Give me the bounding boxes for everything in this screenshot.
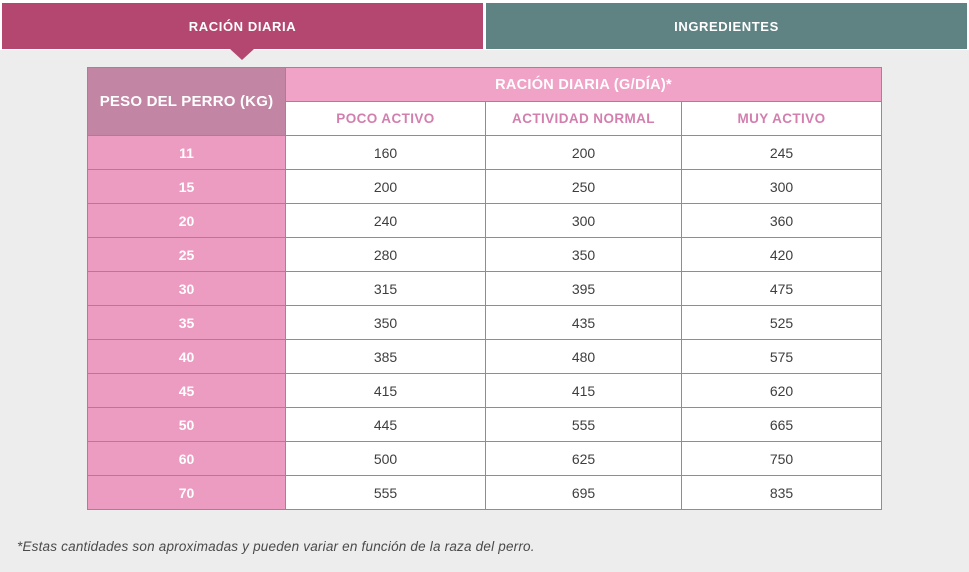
ration-value-cell: 555 xyxy=(485,407,682,442)
weight-cell: 70 xyxy=(87,475,286,510)
table-row: 40 385 480 575 xyxy=(87,339,882,374)
weight-cell: 40 xyxy=(87,339,286,374)
tab-bar: RACIÓN DIARIA INGREDIENTES xyxy=(0,0,969,50)
weight-cell: 11 xyxy=(87,135,286,170)
ration-value-cell: 695 xyxy=(485,475,682,510)
table-row: 15 200 250 300 xyxy=(87,169,882,204)
ration-value-cell: 350 xyxy=(485,237,682,272)
table-row: 60 500 625 750 xyxy=(87,441,882,476)
ration-value-cell: 240 xyxy=(285,203,486,238)
table-row: 30 315 395 475 xyxy=(87,271,882,306)
ration-value-cell: 575 xyxy=(681,339,882,374)
ration-value-cell: 525 xyxy=(681,305,882,340)
table-row: 20 240 300 360 xyxy=(87,203,882,238)
table-row: 11 160 200 245 xyxy=(87,135,882,170)
column-header-muy-activo: MUY ACTIVO xyxy=(681,101,882,136)
weight-cell: 30 xyxy=(87,271,286,306)
ration-value-cell: 835 xyxy=(681,475,882,510)
ration-value-cell: 315 xyxy=(285,271,486,306)
table-row: 35 350 435 525 xyxy=(87,305,882,340)
table-row: 50 445 555 665 xyxy=(87,407,882,442)
weight-cell: 20 xyxy=(87,203,286,238)
ration-value-cell: 475 xyxy=(681,271,882,306)
ration-value-cell: 300 xyxy=(485,203,682,238)
ration-value-cell: 360 xyxy=(681,203,882,238)
ration-value-cell: 435 xyxy=(485,305,682,340)
ration-value-cell: 415 xyxy=(485,373,682,408)
ration-value-cell: 555 xyxy=(285,475,486,510)
ration-value-cell: 385 xyxy=(285,339,486,374)
ration-value-cell: 445 xyxy=(285,407,486,442)
active-tab-arrow-icon xyxy=(230,49,254,60)
ration-value-cell: 395 xyxy=(485,271,682,306)
weight-cell: 45 xyxy=(87,373,286,408)
ration-value-cell: 750 xyxy=(681,441,882,476)
ration-value-cell: 625 xyxy=(485,441,682,476)
table-row: 70 555 695 835 xyxy=(87,475,882,510)
table-row: 25 280 350 420 xyxy=(87,237,882,272)
ration-value-cell: 415 xyxy=(285,373,486,408)
weight-cell: 15 xyxy=(87,169,286,204)
tab-ingredientes[interactable]: INGREDIENTES xyxy=(486,3,967,49)
ration-value-cell: 245 xyxy=(681,135,882,170)
banner-header-daily-ration: RACIÓN DIARIA (G/DÍA)* xyxy=(285,67,882,102)
weight-cell: 60 xyxy=(87,441,286,476)
ration-value-cell: 280 xyxy=(285,237,486,272)
ration-value-cell: 500 xyxy=(285,441,486,476)
weight-cell: 35 xyxy=(87,305,286,340)
ration-value-cell: 300 xyxy=(681,169,882,204)
ration-value-cell: 420 xyxy=(681,237,882,272)
ration-value-cell: 200 xyxy=(485,135,682,170)
feeding-guide-table: PESO DEL PERRO (KG) RACIÓN DIARIA (G/DÍA… xyxy=(87,67,882,510)
column-header-actividad-normal: ACTIVIDAD NORMAL xyxy=(485,101,682,136)
ration-value-cell: 480 xyxy=(485,339,682,374)
weight-cell: 25 xyxy=(87,237,286,272)
tab-racion-diaria[interactable]: RACIÓN DIARIA xyxy=(2,3,483,49)
ration-value-cell: 350 xyxy=(285,305,486,340)
weight-cell: 50 xyxy=(87,407,286,442)
ration-value-cell: 665 xyxy=(681,407,882,442)
footnote: *Estas cantidades son aproximadas y pued… xyxy=(17,539,535,554)
table-row: 45 415 415 620 xyxy=(87,373,882,408)
corner-header-dog-weight: PESO DEL PERRO (KG) xyxy=(87,67,286,136)
ration-value-cell: 200 xyxy=(285,169,486,204)
ration-value-cell: 620 xyxy=(681,373,882,408)
ration-value-cell: 250 xyxy=(485,169,682,204)
ration-value-cell: 160 xyxy=(285,135,486,170)
column-header-poco-activo: POCO ACTIVO xyxy=(285,101,486,136)
